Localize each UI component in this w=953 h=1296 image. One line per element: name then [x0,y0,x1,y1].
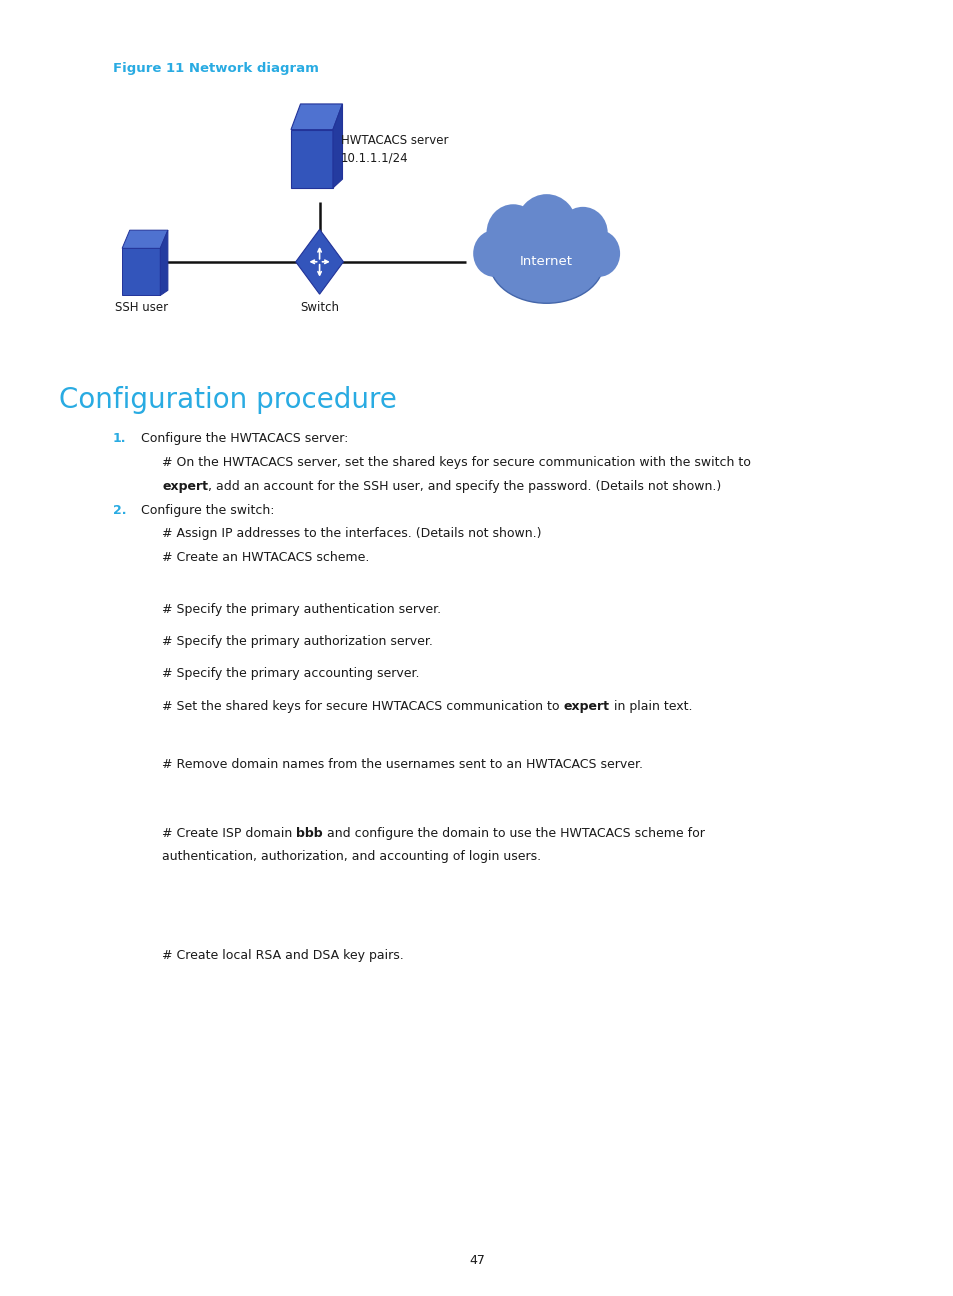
Text: # Create ISP domain: # Create ISP domain [162,827,296,840]
Text: # Create local RSA and DSA key pairs.: # Create local RSA and DSA key pairs. [162,949,403,962]
Text: in plain text.: in plain text. [609,700,692,713]
Text: 1.: 1. [112,432,126,445]
Text: bbb: bbb [296,827,323,840]
Text: # Set the shared keys for secure HWTACACS communication to: # Set the shared keys for secure HWTACAC… [162,700,563,713]
Ellipse shape [578,231,619,277]
Text: # Create an HWTACACS scheme.: # Create an HWTACACS scheme. [162,551,369,564]
Text: 2.: 2. [112,504,126,517]
Text: Configure the switch:: Configure the switch: [141,504,274,517]
Ellipse shape [473,231,515,277]
Ellipse shape [486,205,539,262]
Polygon shape [122,231,168,249]
Text: # Specify the primary authentication server.: # Specify the primary authentication ser… [162,603,441,616]
Ellipse shape [489,220,603,303]
Polygon shape [122,249,160,295]
Polygon shape [291,130,333,188]
Text: # Remove domain names from the usernames sent to an HWTACACS server.: # Remove domain names from the usernames… [162,758,642,771]
Polygon shape [160,231,168,295]
Text: Configure the HWTACACS server:: Configure the HWTACACS server: [141,432,348,445]
Text: 47: 47 [469,1255,484,1267]
Ellipse shape [558,207,607,259]
Text: expert: expert [162,480,208,492]
Text: Configuration procedure: Configuration procedure [59,386,396,415]
Text: Figure 11 Network diagram: Figure 11 Network diagram [112,62,318,75]
Polygon shape [333,104,342,188]
Text: # Specify the primary authorization server.: # Specify the primary authorization serv… [162,635,433,648]
Text: SSH user: SSH user [114,301,168,314]
Text: # Assign IP addresses to the interfaces. (Details not shown.): # Assign IP addresses to the interfaces.… [162,527,541,540]
Text: Switch: Switch [300,301,338,314]
Polygon shape [295,229,343,294]
Text: Internet: Internet [519,255,573,268]
Ellipse shape [516,194,577,259]
Text: # On the HWTACACS server, set the shared keys for secure communication with the : # On the HWTACACS server, set the shared… [162,456,750,469]
Text: and configure the domain to use the HWTACACS scheme for: and configure the domain to use the HWTA… [323,827,704,840]
Polygon shape [291,104,342,130]
Text: HWTACACS server
10.1.1.1/24: HWTACACS server 10.1.1.1/24 [340,133,448,165]
Text: # Specify the primary accounting server.: # Specify the primary accounting server. [162,667,419,680]
Text: authentication, authorization, and accounting of login users.: authentication, authorization, and accou… [162,850,540,863]
Text: expert: expert [563,700,609,713]
Text: , add an account for the SSH user, and specify the password. (Details not shown.: , add an account for the SSH user, and s… [208,480,720,492]
